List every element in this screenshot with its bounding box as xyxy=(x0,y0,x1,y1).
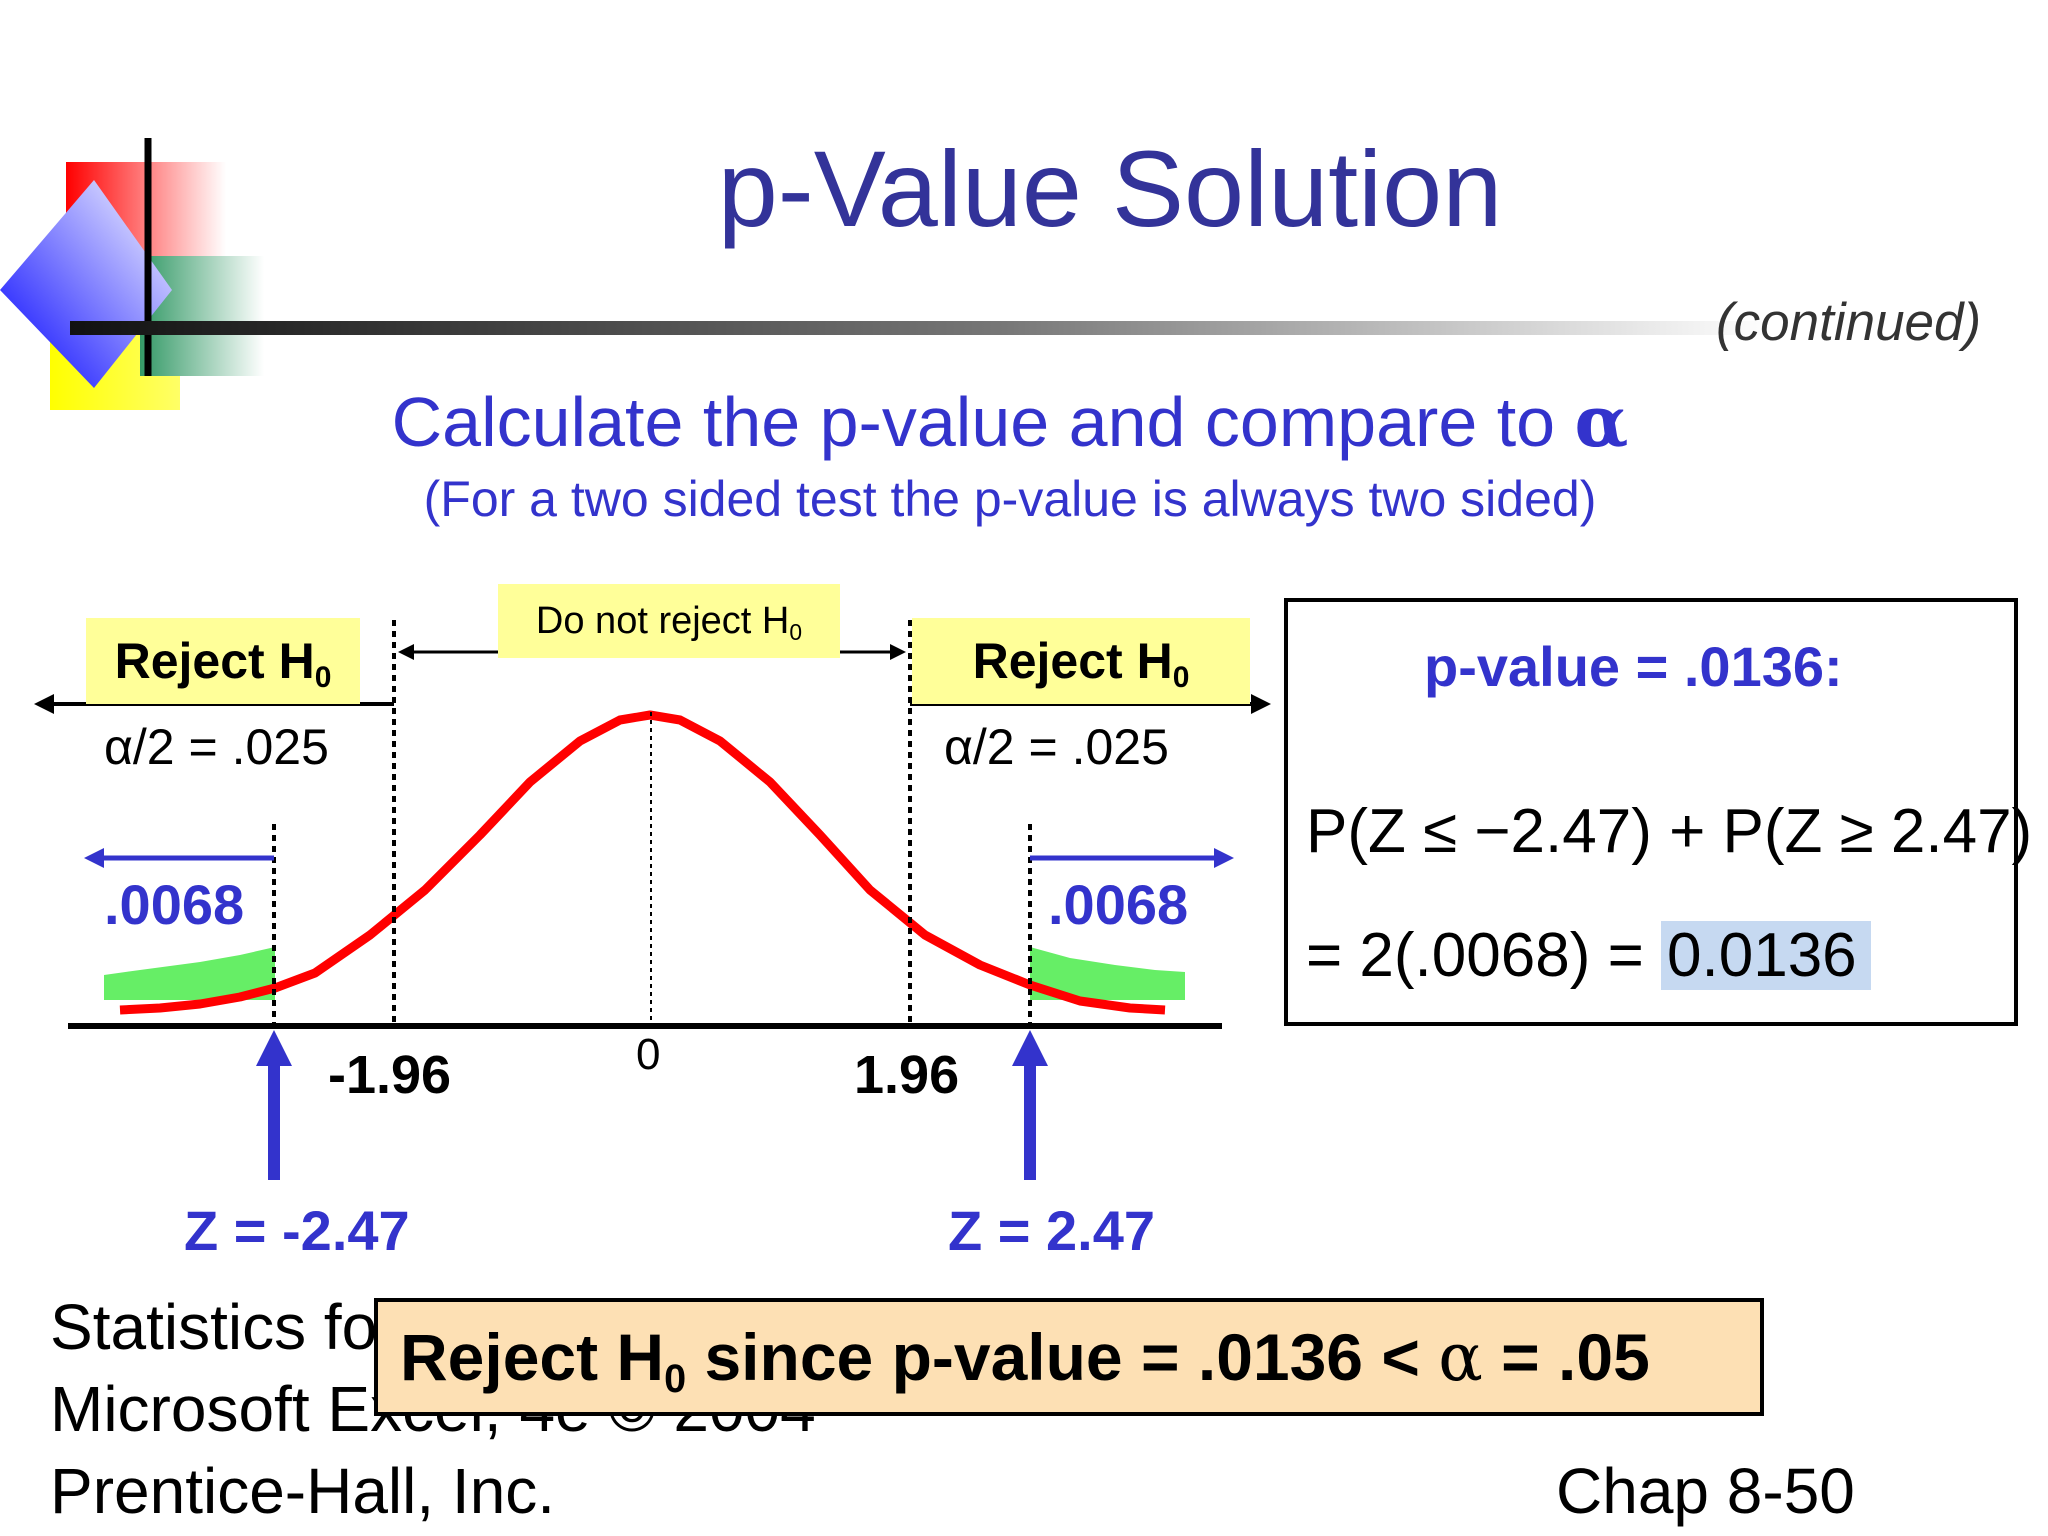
right-tail-area xyxy=(1030,947,1185,1000)
reject-region-left-label: Reject H0 xyxy=(86,618,360,704)
slide-subtitle: Calculate the p-value and compare to α xyxy=(200,380,1820,463)
critical-value-left: -1.96 xyxy=(328,1045,452,1105)
p-value-equation-2: = 2(.0068) = 0.0136 xyxy=(1306,920,1871,991)
alpha-half-left: α/2 = .025 xyxy=(104,719,329,775)
tail-prob-right: .0068 xyxy=(1048,873,1189,936)
z-stat-right: Z = 2.47 xyxy=(948,1199,1156,1262)
do-not-reject-label: Do not reject H0 xyxy=(498,584,840,658)
tail-left-arrowhead xyxy=(84,848,104,868)
normal-curve-diagram xyxy=(34,620,1271,1180)
conclusion-box: Reject H0 since p-value = .0136 < α = .0… xyxy=(374,1298,1764,1416)
alpha-half-right: α/2 = .025 xyxy=(944,719,1169,775)
chapter-label: Chap 8-50 xyxy=(1556,1455,1855,1527)
two-sided-note: (For a two sided test the p-value is alw… xyxy=(423,471,1597,527)
slide-decoration xyxy=(0,138,264,410)
title-rule xyxy=(70,321,1770,335)
subtitle-text: Calculate the p-value and compare to xyxy=(391,383,1575,461)
p-value-result: 0.0136 xyxy=(1661,921,1871,990)
alpha-symbol: α xyxy=(1574,380,1629,463)
normal-curve xyxy=(119,710,1166,1015)
slide-title: p-Value Solution xyxy=(717,128,1503,249)
z-right-arrowhead xyxy=(1012,1030,1048,1066)
p-value-title: p-value = .0136: xyxy=(1424,635,1843,698)
critical-value-right: 1.96 xyxy=(854,1045,960,1105)
p-value-box xyxy=(1284,598,2018,1026)
z-stat-left: Z = -2.47 xyxy=(184,1199,410,1262)
footer-line-1: Statistics fo xyxy=(50,1291,378,1363)
tail-prob-left: .0068 xyxy=(104,873,245,936)
reject-left-arrowhead xyxy=(34,694,54,714)
footer-line-3: Prentice-Hall, Inc. xyxy=(50,1455,556,1527)
reject-region-right-label: Reject H0 xyxy=(912,618,1250,704)
alpha-symbol: α xyxy=(1438,1319,1483,1396)
blue-diamond xyxy=(0,180,172,388)
p-value-equation-1: P(Z ≤ −2.47) + P(Z ≥ 2.47) xyxy=(1306,797,2033,866)
left-tail-area xyxy=(104,947,275,1000)
continued-label: (continued) xyxy=(1716,293,1982,352)
center-value: 0 xyxy=(636,1030,661,1079)
tail-right-arrowhead xyxy=(1214,848,1234,868)
z-left-arrowhead xyxy=(256,1030,292,1066)
reject-right-arrowhead xyxy=(1251,694,1271,714)
